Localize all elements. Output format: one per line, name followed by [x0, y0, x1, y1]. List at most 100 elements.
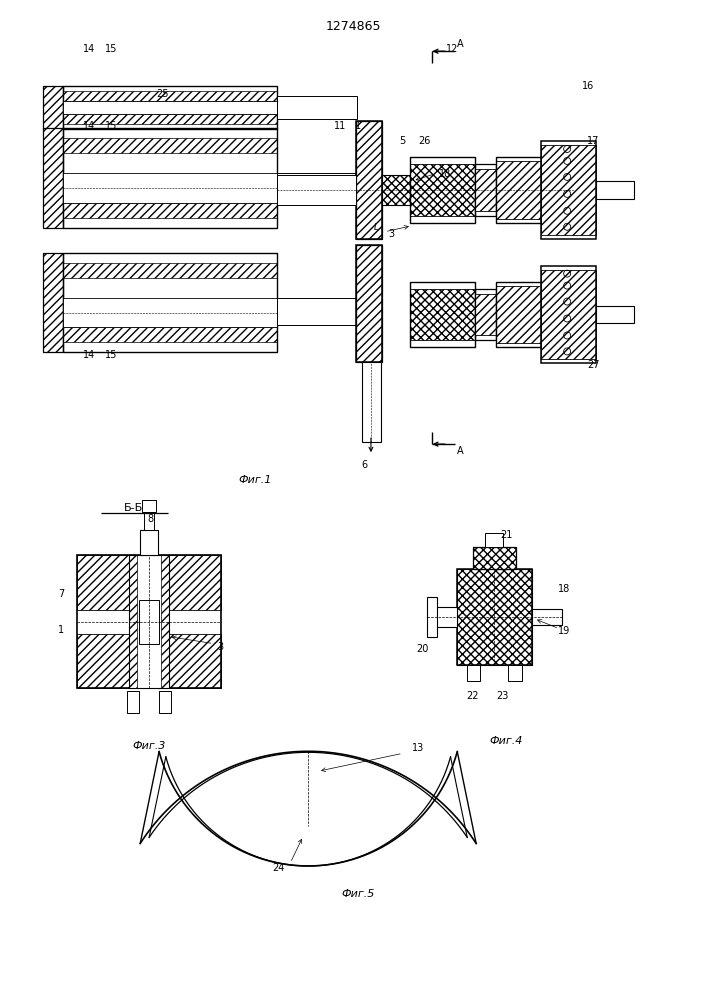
- Bar: [43, 128, 63, 228]
- Bar: [43, 253, 63, 352]
- Text: Б-Б: Б-Б: [124, 503, 144, 513]
- Text: 1: 1: [355, 121, 361, 131]
- Bar: [410, 181, 574, 201]
- Text: 6: 6: [361, 460, 367, 470]
- Bar: [129, 555, 137, 688]
- Bar: [139, 600, 159, 644]
- Text: 14: 14: [83, 350, 95, 360]
- Bar: [63, 263, 277, 278]
- Bar: [63, 327, 277, 342]
- Text: 21: 21: [501, 530, 513, 540]
- Bar: [356, 245, 382, 362]
- Text: 1: 1: [58, 625, 64, 635]
- Bar: [127, 691, 139, 713]
- Bar: [129, 555, 169, 688]
- Text: 25: 25: [156, 89, 169, 99]
- Text: 14: 14: [83, 121, 95, 131]
- Bar: [474, 289, 496, 340]
- Bar: [496, 282, 542, 347]
- Text: A: A: [457, 39, 464, 49]
- Bar: [596, 181, 634, 199]
- Bar: [508, 665, 522, 681]
- Text: 3: 3: [218, 642, 223, 652]
- Bar: [427, 597, 437, 637]
- Text: A: A: [457, 446, 464, 456]
- Bar: [77, 555, 221, 688]
- Bar: [496, 161, 542, 219]
- Bar: [382, 175, 410, 205]
- Text: 18: 18: [438, 169, 451, 179]
- Text: 5: 5: [399, 136, 406, 146]
- Text: 8: 8: [148, 514, 154, 524]
- Bar: [542, 266, 596, 363]
- Bar: [474, 169, 496, 211]
- Bar: [596, 306, 634, 323]
- Bar: [63, 101, 277, 114]
- Bar: [486, 533, 503, 547]
- Text: 23: 23: [496, 691, 508, 701]
- Text: 22: 22: [467, 691, 479, 701]
- Bar: [356, 121, 382, 239]
- Bar: [63, 91, 277, 101]
- Bar: [277, 298, 359, 325]
- Bar: [43, 86, 63, 129]
- Bar: [63, 253, 277, 352]
- Bar: [159, 691, 170, 713]
- Bar: [496, 157, 542, 223]
- Bar: [129, 555, 169, 688]
- Text: 20: 20: [416, 644, 429, 654]
- Bar: [356, 121, 382, 239]
- Bar: [63, 128, 277, 228]
- Bar: [63, 173, 277, 203]
- Text: L: L: [373, 223, 378, 232]
- Text: 15: 15: [105, 350, 117, 360]
- Bar: [474, 164, 496, 216]
- Bar: [63, 298, 277, 327]
- Text: 1274865: 1274865: [325, 20, 381, 33]
- Bar: [277, 175, 356, 205]
- Bar: [542, 270, 596, 359]
- Bar: [410, 289, 474, 340]
- Text: 27: 27: [587, 360, 600, 370]
- Bar: [63, 203, 277, 218]
- Bar: [435, 607, 457, 627]
- Bar: [496, 286, 542, 343]
- Text: 14: 14: [83, 44, 95, 54]
- Bar: [382, 175, 410, 205]
- Text: 19: 19: [558, 626, 571, 636]
- Text: Фиг.3: Фиг.3: [132, 741, 165, 751]
- Bar: [472, 547, 516, 569]
- Bar: [410, 282, 474, 347]
- Bar: [77, 634, 221, 688]
- Bar: [457, 569, 532, 665]
- Bar: [277, 96, 357, 119]
- Bar: [542, 145, 596, 235]
- Text: 7: 7: [58, 589, 64, 599]
- Bar: [472, 547, 516, 569]
- Text: 24: 24: [272, 863, 284, 873]
- Bar: [356, 245, 382, 362]
- Text: 15: 15: [105, 44, 117, 54]
- Bar: [63, 114, 277, 124]
- Bar: [77, 555, 221, 610]
- Bar: [410, 157, 474, 223]
- Bar: [410, 164, 474, 216]
- Bar: [474, 294, 496, 335]
- Bar: [63, 86, 277, 129]
- Text: 16: 16: [582, 81, 594, 91]
- Bar: [362, 362, 381, 442]
- Text: 17: 17: [587, 136, 600, 146]
- Bar: [277, 173, 359, 201]
- Text: 18: 18: [558, 584, 571, 594]
- Text: Фиг.4: Фиг.4: [490, 736, 523, 746]
- Bar: [532, 609, 562, 625]
- Text: Фиг.1: Фиг.1: [239, 475, 272, 485]
- Bar: [160, 555, 169, 688]
- Bar: [63, 138, 277, 153]
- Text: 13: 13: [411, 743, 424, 753]
- Bar: [542, 141, 596, 239]
- Text: 26: 26: [419, 136, 431, 146]
- Bar: [140, 530, 158, 555]
- Bar: [144, 512, 154, 530]
- Text: 3: 3: [389, 229, 395, 239]
